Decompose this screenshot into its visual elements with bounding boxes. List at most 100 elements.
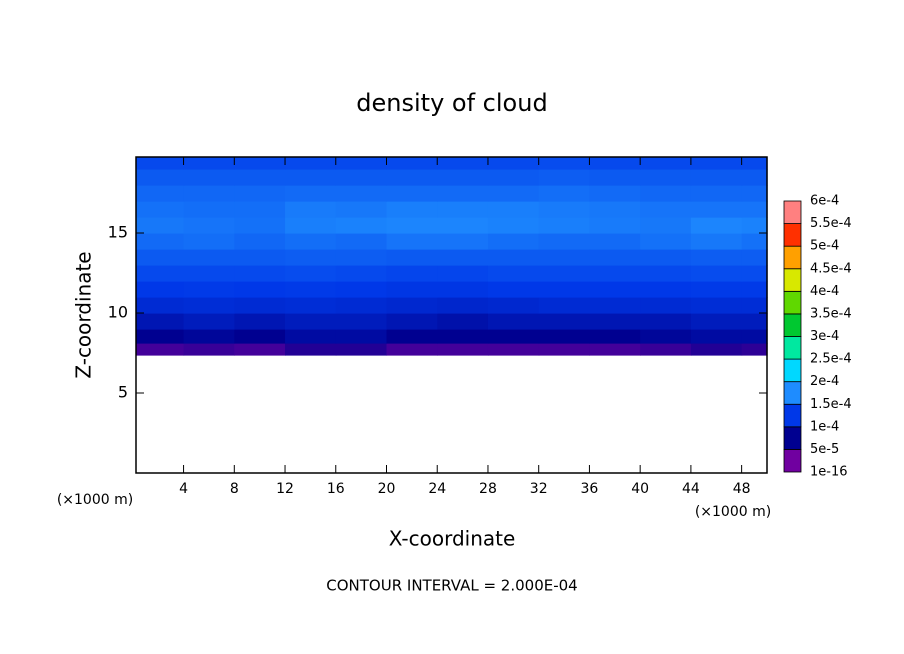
contour-cell — [487, 281, 540, 298]
contour-cell — [285, 343, 337, 356]
contour-cell — [487, 297, 540, 314]
colorbar-label: 5e-5 — [810, 442, 839, 457]
x-tick-label: 40 — [631, 481, 649, 497]
contour-cell — [538, 233, 591, 250]
colorbar-box — [783, 290, 802, 315]
contour-cell — [741, 217, 768, 234]
contour-cell — [741, 281, 768, 298]
x-tick-label: 20 — [378, 481, 396, 497]
contour-cell — [741, 297, 768, 314]
contour-cell — [285, 185, 337, 202]
contour-cell — [183, 201, 235, 218]
contour-cell — [234, 313, 286, 330]
contour-cell — [136, 169, 185, 186]
contour-cell — [335, 233, 388, 250]
contour-cell — [234, 343, 286, 356]
contour-cell — [136, 233, 185, 250]
x-tick-label: 12 — [276, 481, 294, 497]
contour-cell — [335, 249, 388, 266]
contour-cell — [183, 169, 235, 186]
contour-cell — [136, 343, 185, 356]
x-tick-label: 8 — [230, 481, 239, 497]
contour-cell — [741, 249, 768, 266]
x-unit-label: (×1000 m) — [57, 492, 133, 508]
contour-cell — [136, 297, 185, 314]
x-tick-label: 16 — [327, 481, 345, 497]
contour-cell — [741, 185, 768, 202]
contour-cell — [234, 297, 286, 314]
contour-cell — [234, 249, 286, 266]
contour-cell — [183, 217, 235, 234]
contour-cell — [487, 249, 540, 266]
contour-cell — [690, 329, 743, 344]
contour-cell — [386, 265, 438, 282]
contour-cell — [285, 313, 337, 330]
contour-cell — [487, 157, 540, 170]
contour-cell — [640, 169, 692, 186]
contour-cell — [437, 233, 489, 250]
contour-cell — [183, 297, 235, 314]
contour-cell — [487, 233, 540, 250]
contour-cell — [690, 217, 743, 234]
contour-cell — [437, 157, 489, 170]
contour-cell — [741, 313, 768, 330]
contour-cell — [285, 217, 337, 234]
contour-cell — [183, 233, 235, 250]
contour-cell — [640, 201, 692, 218]
contour-cell — [234, 217, 286, 234]
contour-cell — [640, 249, 692, 266]
contour-cell — [538, 343, 591, 356]
contour-cell — [741, 157, 768, 170]
contour-cell — [538, 249, 591, 266]
y-tick-label: 15 — [108, 223, 128, 242]
contour-cell — [589, 249, 641, 266]
contour-cell — [690, 201, 743, 218]
colorbar-box — [783, 403, 802, 428]
contour-cell — [589, 297, 641, 314]
contour-cell — [234, 329, 286, 344]
contour-cell — [589, 185, 641, 202]
contour-cell — [589, 313, 641, 330]
colorbar-box — [783, 449, 802, 473]
contour-cell — [538, 157, 591, 170]
contour-cell — [335, 297, 388, 314]
contour-cell — [640, 281, 692, 298]
contour-cell — [386, 313, 438, 330]
contour-cell — [589, 329, 641, 344]
contour-cell — [437, 343, 489, 356]
contour-cell — [285, 329, 337, 344]
contour-cell — [386, 157, 438, 170]
colorbar-label: 2.5e-4 — [810, 352, 852, 367]
contour-cell — [640, 313, 692, 330]
contour-cell — [640, 329, 692, 344]
contour-cell — [136, 201, 185, 218]
contour-cell — [589, 343, 641, 356]
contour-cell — [234, 201, 286, 218]
contour-cell — [741, 265, 768, 282]
colorbar-label: 1e-4 — [810, 419, 839, 434]
contour-cell — [538, 201, 591, 218]
contour-cell — [437, 201, 489, 218]
x-axis-label: X-coordinate — [389, 527, 516, 551]
contour-cell — [538, 281, 591, 298]
contour-cell — [285, 249, 337, 266]
contour-cell — [589, 233, 641, 250]
contour-cell — [690, 265, 743, 282]
contour-cell — [335, 157, 388, 170]
colorbar-label: 6e-4 — [810, 194, 839, 209]
x-tick-label: 44 — [682, 481, 700, 497]
contour-cell — [437, 185, 489, 202]
x-tick-label: 24 — [428, 481, 446, 497]
contour-cell — [741, 169, 768, 186]
contour-cell — [386, 201, 438, 218]
contour-cell — [285, 265, 337, 282]
contour-cell — [640, 233, 692, 250]
contour-cell — [386, 343, 438, 356]
colorbar-label: 3.5e-4 — [810, 306, 852, 321]
contour-cell — [589, 281, 641, 298]
plot-frame — [135, 156, 768, 474]
x-tick-label: 32 — [530, 481, 548, 497]
y-tick-label: 5 — [118, 383, 128, 402]
contour-cell — [136, 217, 185, 234]
